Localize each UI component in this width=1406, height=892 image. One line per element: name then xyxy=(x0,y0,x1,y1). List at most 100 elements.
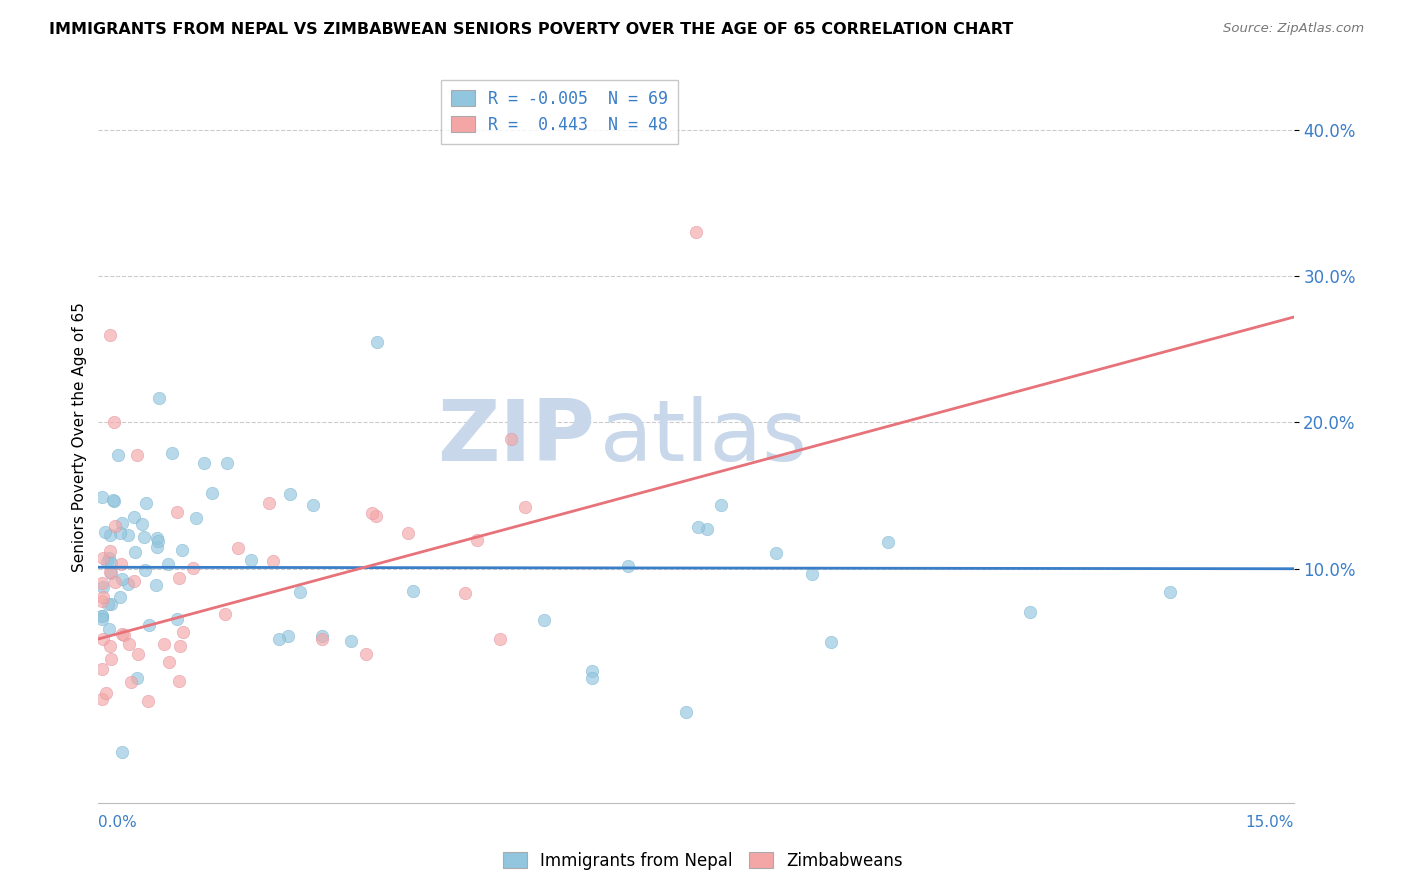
Point xyxy=(877,534,900,549)
Point xyxy=(278,487,301,501)
Point xyxy=(110,526,132,541)
Point xyxy=(257,496,280,510)
Point xyxy=(104,574,127,589)
Point xyxy=(98,551,121,566)
Point xyxy=(172,543,194,558)
Point xyxy=(103,494,125,508)
Point xyxy=(172,624,194,639)
Text: Source: ZipAtlas.com: Source: ZipAtlas.com xyxy=(1223,22,1364,36)
Point xyxy=(688,519,710,533)
Point xyxy=(91,580,114,594)
Point xyxy=(148,391,170,405)
Point xyxy=(91,590,114,604)
Point xyxy=(136,694,159,708)
Point xyxy=(146,532,169,546)
Point xyxy=(110,558,132,572)
Point xyxy=(501,432,523,446)
Point xyxy=(110,516,132,530)
Point xyxy=(111,627,134,641)
Point xyxy=(302,498,325,512)
Point xyxy=(145,541,167,555)
Point xyxy=(100,556,122,570)
Point xyxy=(122,574,145,589)
Point xyxy=(269,632,291,646)
Point xyxy=(91,609,114,624)
Point xyxy=(98,527,121,541)
Point xyxy=(262,554,284,568)
Point xyxy=(100,566,122,580)
Point xyxy=(696,522,718,536)
Point xyxy=(156,558,179,572)
Point xyxy=(103,416,125,430)
Point xyxy=(153,637,176,651)
Point xyxy=(131,517,153,532)
Point xyxy=(91,662,114,676)
Point xyxy=(166,611,188,625)
Point xyxy=(340,634,363,648)
Point xyxy=(94,686,117,700)
Point xyxy=(685,225,707,239)
Point xyxy=(104,519,127,533)
Point xyxy=(277,629,299,643)
Point xyxy=(98,622,121,636)
Point xyxy=(135,496,157,510)
Point xyxy=(118,637,141,651)
Point xyxy=(226,541,249,556)
Point xyxy=(364,508,387,523)
Point xyxy=(396,526,419,541)
Point xyxy=(489,632,512,646)
Point xyxy=(124,545,146,559)
Point xyxy=(366,334,388,349)
Point xyxy=(91,632,114,647)
Point xyxy=(166,505,188,519)
Point xyxy=(581,672,603,686)
Y-axis label: Seniors Poverty Over the Age of 65: Seniors Poverty Over the Age of 65 xyxy=(72,302,87,572)
Legend: R = -0.005  N = 69, R =  0.443  N = 48: R = -0.005 N = 69, R = 0.443 N = 48 xyxy=(441,79,678,144)
Point xyxy=(454,586,477,600)
Point xyxy=(167,674,190,689)
Point xyxy=(110,572,132,586)
Point xyxy=(361,506,384,520)
Point xyxy=(100,652,122,666)
Point xyxy=(581,664,603,678)
Point xyxy=(97,598,120,612)
Point xyxy=(193,456,215,470)
Point xyxy=(127,671,149,685)
Point xyxy=(201,486,224,500)
Point xyxy=(533,613,555,627)
Text: 0.0%: 0.0% xyxy=(98,814,138,830)
Point xyxy=(820,635,842,649)
Point xyxy=(91,594,114,608)
Point xyxy=(157,655,180,669)
Point xyxy=(710,498,733,512)
Point xyxy=(111,745,134,759)
Point xyxy=(124,510,146,524)
Point xyxy=(214,607,236,621)
Point xyxy=(675,706,697,720)
Point xyxy=(101,492,124,507)
Point xyxy=(169,639,191,653)
Point xyxy=(1018,605,1040,619)
Point xyxy=(107,449,129,463)
Point xyxy=(91,550,114,565)
Point xyxy=(215,456,238,470)
Point xyxy=(100,597,122,611)
Text: ZIP: ZIP xyxy=(437,395,595,479)
Point xyxy=(160,446,183,460)
Point xyxy=(617,559,640,574)
Point xyxy=(98,327,122,342)
Point xyxy=(288,585,311,599)
Point xyxy=(181,561,204,575)
Point xyxy=(1159,585,1181,599)
Point xyxy=(765,546,787,560)
Point xyxy=(134,530,156,544)
Point xyxy=(100,639,122,653)
Point xyxy=(110,590,132,604)
Text: 15.0%: 15.0% xyxy=(1246,814,1294,830)
Point xyxy=(125,448,148,462)
Point xyxy=(91,576,114,591)
Point xyxy=(91,692,114,706)
Point xyxy=(402,584,425,599)
Point xyxy=(91,609,114,624)
Point xyxy=(467,533,489,547)
